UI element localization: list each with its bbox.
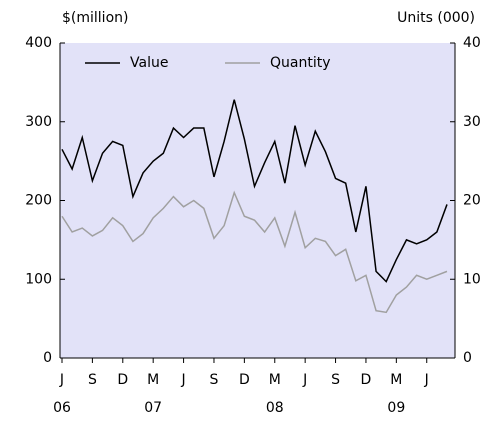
x-tick-label: S bbox=[331, 372, 340, 388]
series-line bbox=[61, 190, 448, 314]
y-tick-label: 100 bbox=[25, 271, 52, 287]
x-year-label: 09 bbox=[387, 400, 405, 416]
x-tick-label: D bbox=[239, 372, 250, 388]
x-tick-label: M bbox=[269, 372, 281, 388]
x-tick-label: J bbox=[302, 372, 307, 388]
x-tick-label: J bbox=[424, 372, 429, 388]
x-tick-label: J bbox=[181, 372, 186, 388]
y2-tick-label: 0 bbox=[463, 350, 472, 366]
x-tick-label: D bbox=[117, 372, 128, 388]
legend-label: Value bbox=[130, 55, 168, 71]
x-tick-label: S bbox=[88, 372, 97, 388]
x-tick-label: J bbox=[59, 372, 64, 388]
y2-tick-label: 30 bbox=[463, 114, 481, 130]
plot-area bbox=[60, 43, 455, 358]
x-tick-label: M bbox=[147, 372, 159, 388]
x-year-label: 07 bbox=[144, 400, 162, 416]
y2-tick-label: 40 bbox=[463, 35, 481, 51]
y-tick-label: 400 bbox=[25, 35, 52, 51]
x-year-label: 06 bbox=[53, 400, 71, 416]
y-tick-label: 300 bbox=[25, 114, 52, 130]
y-tick-label: 0 bbox=[43, 350, 52, 366]
series-line bbox=[61, 99, 448, 283]
y-tick-label: 200 bbox=[25, 193, 52, 209]
x-tick-label: D bbox=[361, 372, 372, 388]
y2-axis-label: Units (000) bbox=[397, 10, 475, 26]
x-year-label: 08 bbox=[266, 400, 284, 416]
x-tick-label: S bbox=[210, 372, 219, 388]
y-axis-label: $(million) bbox=[62, 10, 128, 26]
y2-tick-label: 10 bbox=[463, 271, 481, 287]
y2-tick-label: 20 bbox=[463, 193, 481, 209]
legend-label: Quantity bbox=[270, 55, 331, 71]
x-tick-label: M bbox=[390, 372, 402, 388]
